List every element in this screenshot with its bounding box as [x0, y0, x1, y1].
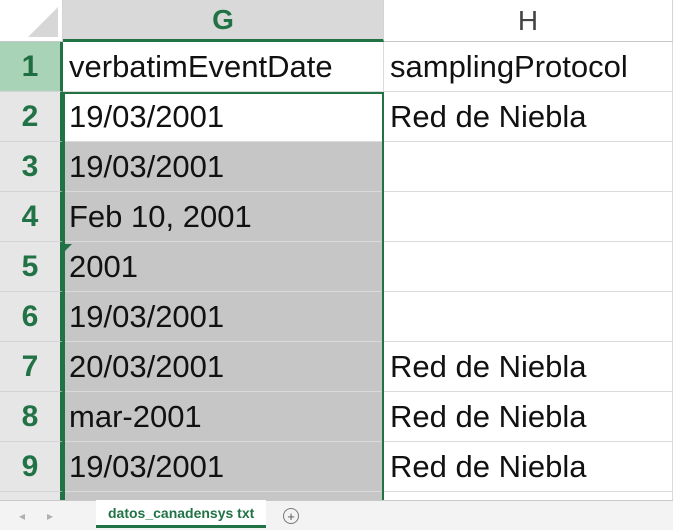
cell-h2[interactable]: Red de Niebla: [384, 92, 673, 142]
cell-h5[interactable]: [384, 242, 673, 292]
sheet-scroll-right-icon[interactable]: ▸: [46, 508, 54, 523]
cell-g10[interactable]: [63, 492, 384, 500]
row-header-3[interactable]: 3: [0, 142, 63, 192]
error-indicator-icon: [65, 244, 72, 251]
cell-h10[interactable]: [384, 492, 673, 500]
cell-g1[interactable]: verbatimEventDate: [63, 42, 384, 92]
row-header-10[interactable]: [0, 492, 63, 500]
row-header-6[interactable]: 6: [0, 292, 63, 342]
row-header-9[interactable]: 9: [0, 442, 63, 492]
cell-g2[interactable]: 19/03/2001: [63, 92, 384, 142]
cell-g5[interactable]: 2001: [63, 242, 384, 292]
cell-h9[interactable]: Red de Niebla: [384, 442, 673, 492]
cell-g6[interactable]: 19/03/2001: [63, 292, 384, 342]
row-header-7[interactable]: 7: [0, 342, 63, 392]
cell-h6[interactable]: [384, 292, 673, 342]
sheet-tab-bar: ◂ ▸ datos_canadensys txt +: [0, 500, 673, 530]
cell-g7[interactable]: 20/03/2001: [63, 342, 384, 392]
cell-g9[interactable]: 19/03/2001: [63, 442, 384, 492]
cell-g4[interactable]: Feb 10, 2001: [63, 192, 384, 242]
spreadsheet-grid: G H 1 verbatimEventDate samplingProtocol…: [0, 0, 673, 500]
row-header-8[interactable]: 8: [0, 392, 63, 442]
select-all-triangle-icon: [28, 7, 58, 37]
cell-g8[interactable]: mar-2001: [63, 392, 384, 442]
sheet-tab-datos-canadensys[interactable]: datos_canadensys txt: [96, 500, 267, 528]
sheet-scroll-left-icon[interactable]: ◂: [18, 508, 26, 523]
row-header-1[interactable]: 1: [0, 42, 63, 92]
plus-circle-icon[interactable]: +: [283, 508, 299, 524]
row-header-2[interactable]: 2: [0, 92, 63, 142]
cell-h7[interactable]: Red de Niebla: [384, 342, 673, 392]
cell-h8[interactable]: Red de Niebla: [384, 392, 673, 442]
column-header-g[interactable]: G: [63, 0, 384, 42]
cell-h4[interactable]: [384, 192, 673, 242]
cell-h1[interactable]: samplingProtocol: [384, 42, 673, 92]
cell-g3[interactable]: 19/03/2001: [63, 142, 384, 192]
cell-h3[interactable]: [384, 142, 673, 192]
select-all-corner[interactable]: [0, 0, 63, 42]
row-header-5[interactable]: 5: [0, 242, 63, 292]
row-header-4[interactable]: 4: [0, 192, 63, 242]
column-header-h[interactable]: H: [384, 0, 673, 42]
